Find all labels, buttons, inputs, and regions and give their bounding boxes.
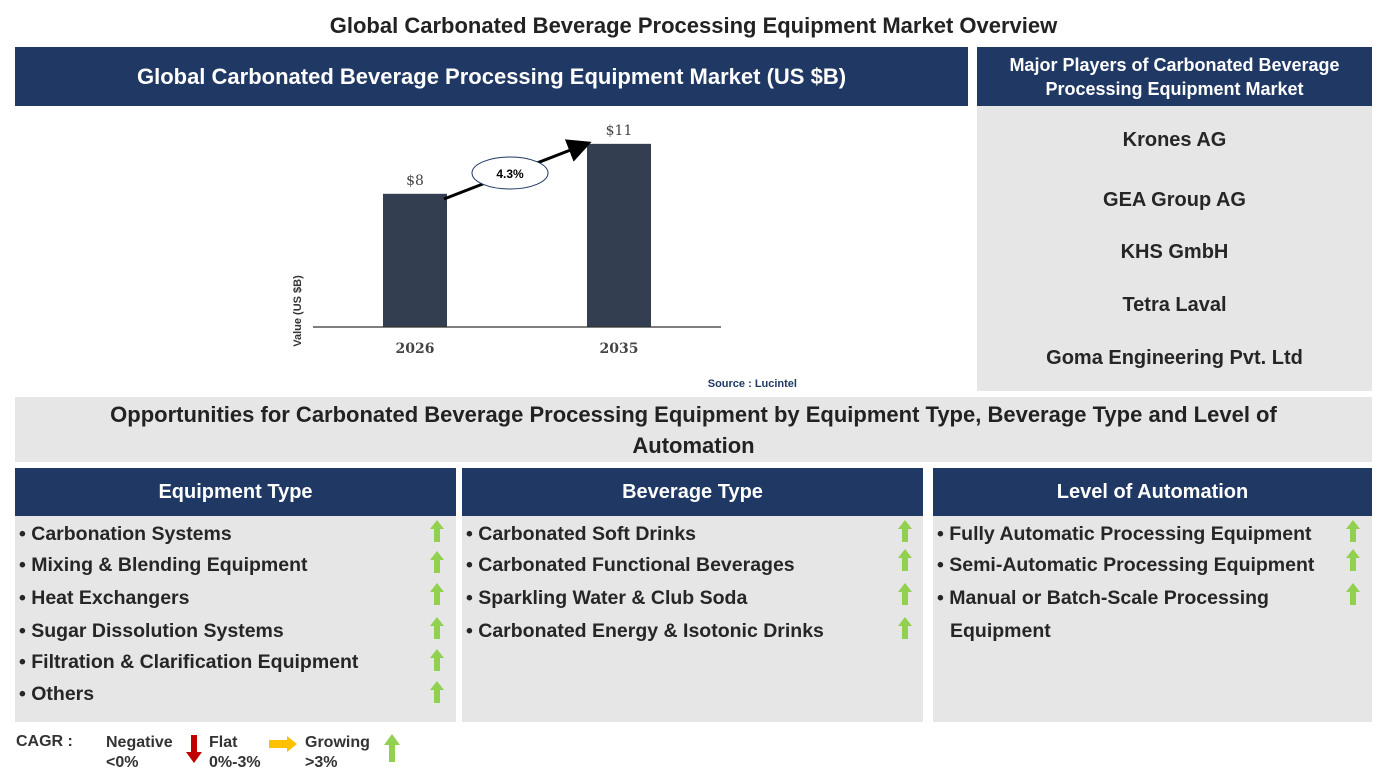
legend-flat: Flat xyxy=(209,734,238,751)
data-label: $8 xyxy=(406,173,424,189)
chart-header: Global Carbonated Beverage Processing Eq… xyxy=(15,47,968,106)
opportunity-item: • Carbonated Energy & Isotonic Drinks xyxy=(466,620,824,642)
arrow-up-green-icon xyxy=(898,520,912,542)
legend-label: CAGR : xyxy=(16,733,73,750)
automation-panel xyxy=(933,516,1372,722)
opportunity-item: • Manual or Batch-Scale Processing xyxy=(937,587,1269,609)
opportunity-item: • Filtration & Clarification Equipment xyxy=(19,651,359,673)
players-panel xyxy=(977,106,1372,391)
x-tick-label: 2035 xyxy=(600,341,639,357)
arrow-up-green-icon xyxy=(430,681,444,703)
market-bar-chart: Value (US $B) $8 2026 $11 2035 4.3% Source … xyxy=(292,123,797,390)
opportunity-item: Equipment xyxy=(950,620,1051,642)
bar-2026 xyxy=(383,193,447,327)
arrow-up-green-icon xyxy=(430,617,444,639)
opportunity-item: • Mixing & Blending Equipment xyxy=(19,554,308,576)
cagr-ellipse xyxy=(471,156,549,190)
column-header-equipment: Equipment Type xyxy=(15,468,456,516)
column-header-automation: Level of Automation xyxy=(933,468,1372,516)
opportunity-item: • Sugar Dissolution Systems xyxy=(19,620,284,642)
data-label: $11 xyxy=(606,123,633,139)
equipment-panel xyxy=(15,516,456,722)
arrow-up-green-icon xyxy=(1346,583,1360,605)
opportunity-item: • Carbonated Soft Drinks xyxy=(466,523,697,545)
arrow-up-green-icon xyxy=(430,583,444,605)
legend-growing: Growing xyxy=(305,734,370,751)
opportunity-item: • Carbonation Systems xyxy=(19,523,232,545)
player-item: Krones AG xyxy=(1122,129,1227,151)
arrow-up-green-icon xyxy=(1346,520,1360,542)
legend-negative: Negative xyxy=(106,734,173,751)
arrow-up-green-icon xyxy=(1346,549,1360,571)
column-header-beverage: Beverage Type xyxy=(462,468,923,516)
y-axis-label: Value (US $B) xyxy=(292,275,304,347)
arrow-right-yellow-icon xyxy=(269,736,297,752)
arrow-down-red-icon xyxy=(186,735,202,763)
arrow-up-green-icon xyxy=(898,583,912,605)
arrow-up-green-icon xyxy=(430,551,444,573)
arrow-up-green-icon xyxy=(430,649,444,671)
opportunity-item: • Sparkling Water & Club Soda xyxy=(466,587,748,609)
source-label: Source : Lucintel xyxy=(708,378,797,390)
cagr-label: 4.3% xyxy=(496,167,524,181)
opportunities-title: Opportunities for Carbonated Beverage Pr… xyxy=(15,397,1372,462)
opportunity-item: • Carbonated Functional Beverages xyxy=(466,554,795,576)
x-tick-label: 2026 xyxy=(396,341,435,357)
opportunity-item: • Others xyxy=(19,683,95,705)
player-item: Goma Engineering Pvt. Ltd xyxy=(1046,347,1303,369)
legend-flat-range: 0%-3% xyxy=(209,754,261,771)
legend-negative-range: <0% xyxy=(106,754,139,771)
player-item: KHS GmbH xyxy=(1120,241,1229,263)
beverage-panel xyxy=(462,516,923,722)
arrow-up-green-icon xyxy=(384,734,400,762)
arrow-up-green-icon xyxy=(430,520,444,542)
arrow-up-green-icon xyxy=(898,617,912,639)
opportunity-item: • Heat Exchangers xyxy=(19,587,190,609)
player-item: Tetra Laval xyxy=(1122,294,1227,316)
arrow-up-green-icon xyxy=(898,549,912,571)
page-title: Global Carbonated Beverage Processing Eq… xyxy=(329,13,1058,38)
opportunity-item: • Semi-Automatic Processing Equipment xyxy=(937,554,1315,576)
players-header: Major Players of Carbonated Beverage Pro… xyxy=(977,47,1372,106)
player-item: GEA Group AG xyxy=(1103,189,1246,211)
opportunity-item: • Fully Automatic Processing Equipment xyxy=(937,523,1312,545)
bar-2035 xyxy=(587,143,651,327)
legend-growing-range: >3% xyxy=(305,754,338,771)
